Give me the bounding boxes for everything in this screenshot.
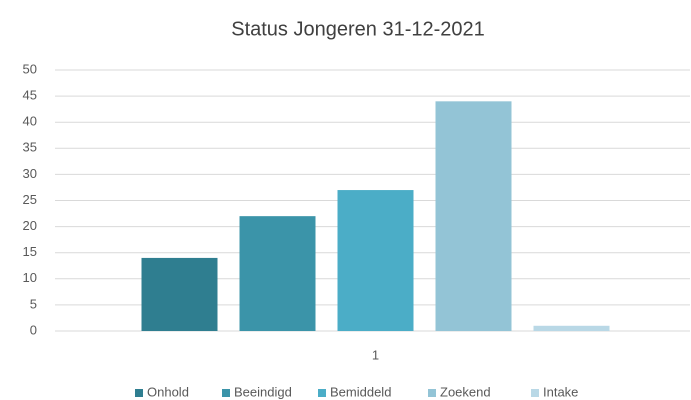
y-tick-label: 5 — [30, 296, 37, 311]
bar — [141, 257, 218, 331]
y-tick-label: 30 — [23, 166, 37, 181]
y-tick-label: 50 — [23, 61, 37, 76]
y-tick-label: 45 — [23, 88, 37, 103]
y-tick-label: 25 — [23, 192, 37, 207]
legend-label: Bemiddeld — [330, 384, 391, 399]
bar — [337, 190, 414, 331]
legend-label: Zoekend — [440, 384, 491, 399]
legend-label: Intake — [543, 384, 578, 399]
y-tick-label: 15 — [23, 244, 37, 259]
legend-swatch — [428, 389, 436, 397]
y-tick-label: 10 — [23, 270, 37, 285]
y-tick-label: 40 — [23, 114, 37, 129]
legend-swatch — [135, 389, 143, 397]
bar — [533, 325, 610, 331]
legend-swatch — [531, 389, 539, 397]
legend-label: Onhold — [147, 384, 189, 399]
y-tick-label: 0 — [30, 322, 37, 337]
y-tick-label: 20 — [23, 218, 37, 233]
bar — [239, 216, 316, 331]
bar — [435, 101, 512, 331]
legend-swatch — [222, 389, 230, 397]
x-tick-label: 1 — [372, 347, 379, 362]
y-tick-label: 35 — [23, 140, 37, 155]
chart-title: Status Jongeren 31-12-2021 — [231, 18, 485, 40]
legend-swatch — [318, 389, 326, 397]
legend-label: Beeindigd — [234, 384, 292, 399]
